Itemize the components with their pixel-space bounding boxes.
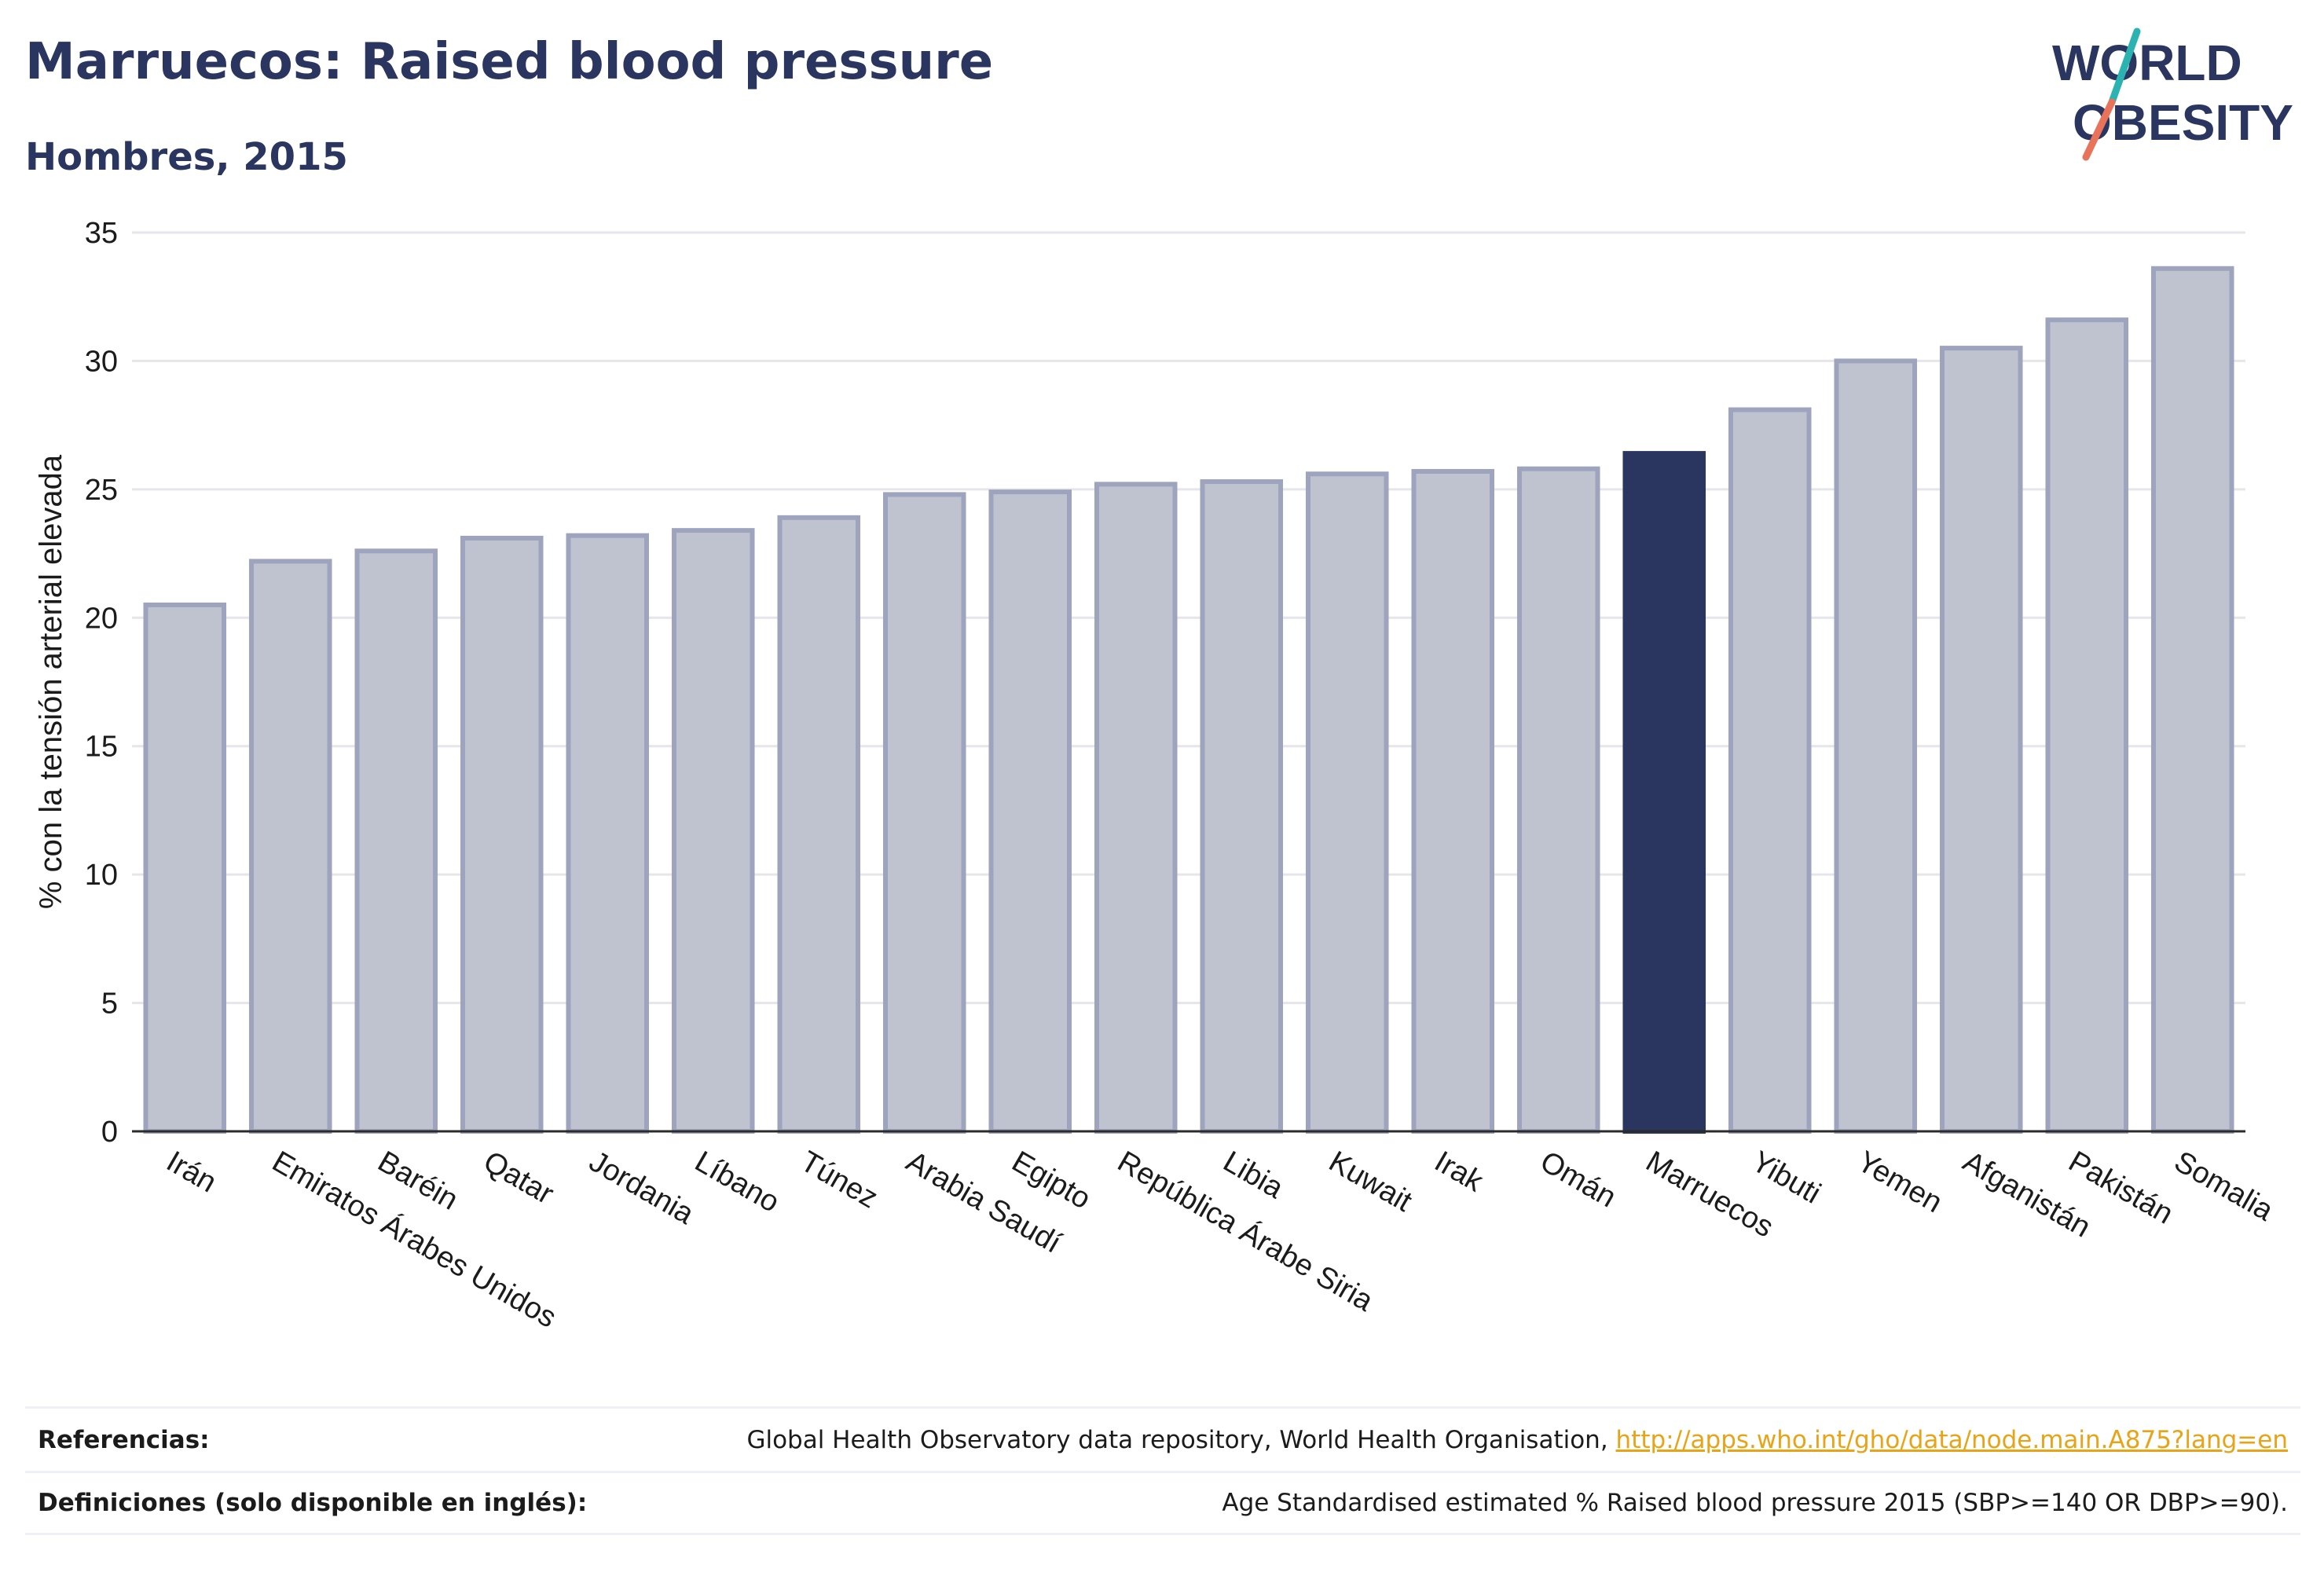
- x-tick-label: Kuwait: [1323, 1145, 1417, 1219]
- bar[interactable]: [882, 492, 966, 1134]
- references-link[interactable]: http://apps.who.int/gho/data/node.main.A…: [1615, 1425, 2288, 1454]
- y-tick-label: 25: [85, 474, 118, 507]
- y-tick-label: 35: [85, 217, 118, 250]
- x-tick-label: Jordania: [584, 1145, 700, 1231]
- bar[interactable]: [2045, 317, 2129, 1134]
- bar[interactable]: [1834, 358, 1918, 1134]
- x-tick-label: Líbano: [689, 1145, 785, 1219]
- x-tick-label: Omán: [1534, 1145, 1622, 1214]
- bar[interactable]: [248, 559, 332, 1134]
- y-axis-label: % con la tensión arterial elevada: [34, 454, 68, 909]
- bar[interactable]: [566, 533, 650, 1134]
- y-tick-label: 15: [85, 731, 118, 764]
- logo-text-world: WORLD: [2052, 35, 2242, 91]
- y-tick-label: 20: [85, 602, 118, 635]
- x-tick-label: Qatar: [478, 1145, 559, 1211]
- y-axis-ticks: 0 5 10 15 20 25 30 35: [85, 217, 118, 1149]
- bar[interactable]: [1200, 479, 1284, 1134]
- bar[interactable]: [1305, 471, 1389, 1134]
- definitions-label: Definiciones (solo disponible en inglés)…: [38, 1489, 588, 1517]
- bar[interactable]: [1622, 451, 1706, 1134]
- x-tick-label: Libia: [1218, 1145, 1289, 1205]
- references-value: Global Health Observatory data repositor…: [746, 1426, 2288, 1454]
- bar[interactable]: [354, 548, 438, 1134]
- references-label: Referencias:: [38, 1425, 210, 1454]
- bar[interactable]: [671, 528, 755, 1134]
- bar[interactable]: [143, 602, 227, 1134]
- x-tick-label: Yemen: [1852, 1145, 1948, 1219]
- bar[interactable]: [1728, 407, 1812, 1134]
- x-tick-label: Somalia: [2168, 1145, 2279, 1227]
- world-obesity-logo: WORLD OBESITY: [2052, 27, 2293, 161]
- y-tick-label: 0: [101, 1116, 118, 1149]
- grid-lines: [132, 231, 2245, 1133]
- bar[interactable]: [988, 489, 1072, 1134]
- x-tick-label: Túnez: [795, 1145, 883, 1215]
- x-tick-label: Yibuti: [1746, 1145, 1826, 1210]
- chart-title: Marruecos: Raised blood pressure: [25, 33, 994, 91]
- y-tick-label: 30: [85, 345, 118, 378]
- bar[interactable]: [1516, 466, 1600, 1134]
- logo-slash-bottom: [2082, 98, 2116, 161]
- bar[interactable]: [1411, 468, 1495, 1134]
- references-row: Referencias: Global Health Observatory d…: [25, 1406, 2300, 1471]
- y-tick-label: 10: [85, 859, 118, 892]
- y-tick-label: 5: [101, 988, 118, 1021]
- definitions-text: Age Standardised estimated % Raised bloo…: [1222, 1489, 2288, 1517]
- definitions-row: Definiciones (solo disponible en inglés)…: [25, 1471, 2300, 1535]
- x-tick-label: Irán: [161, 1145, 222, 1199]
- chart-subtitle: Hombres, 2015: [25, 135, 348, 179]
- bar[interactable]: [2150, 266, 2234, 1134]
- bar[interactable]: [460, 535, 544, 1134]
- bar[interactable]: [1939, 346, 2023, 1134]
- bar[interactable]: [777, 515, 861, 1134]
- bars: [143, 266, 2234, 1134]
- bar-chart: 0 5 10 15 20 25 30 35 Irán Emiratos Árabes Unido…: [34, 217, 2279, 1335]
- x-tick-label: Irak: [1429, 1145, 1490, 1199]
- bar[interactable]: [1094, 482, 1178, 1134]
- references-text: Global Health Observatory data repositor…: [746, 1425, 1616, 1454]
- footer: Referencias: Global Health Observatory d…: [25, 1406, 2300, 1535]
- logo-slash-top: [2108, 27, 2141, 106]
